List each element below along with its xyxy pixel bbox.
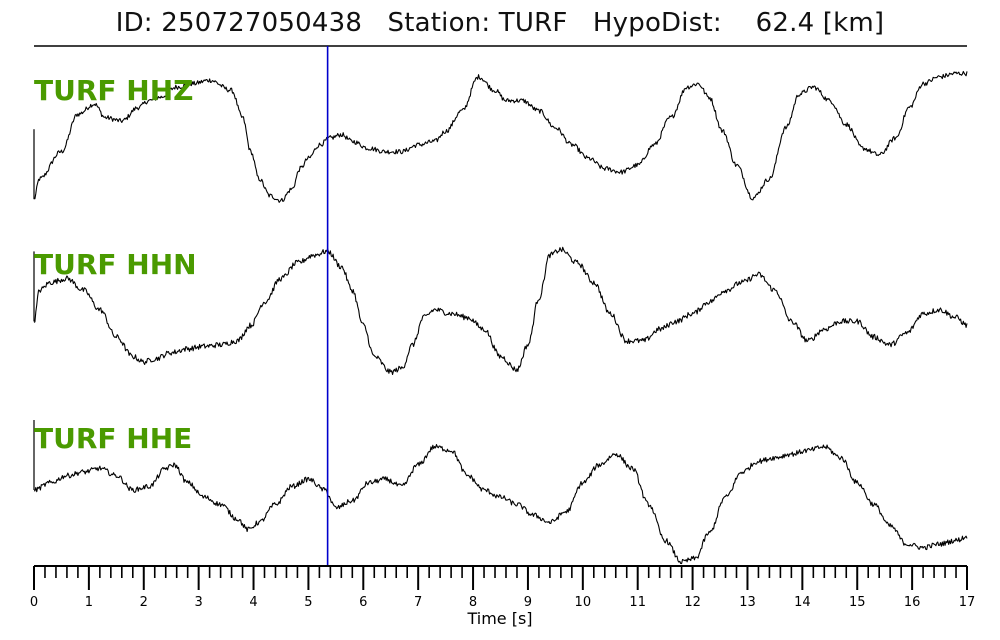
x-tick-label: 10 xyxy=(575,595,592,610)
trace-label-1: TURF HHZ xyxy=(34,74,193,107)
x-tick-label: 16 xyxy=(904,595,921,610)
x-tick-label: 9 xyxy=(524,595,532,610)
trace-line-1 xyxy=(33,70,968,203)
x-tick-label: 15 xyxy=(849,595,866,610)
trace-label-2: TURF HHN xyxy=(34,248,197,281)
x-tick-label: 12 xyxy=(684,595,701,610)
traces-group xyxy=(33,70,968,565)
x-axis-title: Time [s] xyxy=(466,609,532,628)
x-tick-label: 3 xyxy=(195,595,203,610)
x-tick-label: 8 xyxy=(469,595,477,610)
x-tick-label: 0 xyxy=(30,595,38,610)
trace-line-3 xyxy=(33,443,968,565)
x-tick-label: 1 xyxy=(85,595,93,610)
x-tick-label: 4 xyxy=(249,595,257,610)
plot-title: ID: 250727050438 Station: TURF HypoDist:… xyxy=(115,8,885,38)
x-tick-label: 7 xyxy=(414,595,422,610)
trace-label-3: TURF HHE xyxy=(34,422,192,455)
x-tick-label: 14 xyxy=(794,595,811,610)
x-tick-label: 13 xyxy=(739,595,756,610)
trace-line-2 xyxy=(33,246,968,375)
x-tick-label: 2 xyxy=(140,595,148,610)
x-tick-label: 17 xyxy=(959,595,976,610)
x-tick-label: 5 xyxy=(304,595,312,610)
trace-labels-group: TURF HHZ TURF HHN TURF HHE xyxy=(34,74,197,455)
time-axis: 0 1 2 3 4 5 6 7 8 9 10 11 12 13 14 15 16 17 xyxy=(30,565,976,610)
x-tick-label: 6 xyxy=(359,595,367,610)
x-tick-label: 11 xyxy=(629,595,646,610)
